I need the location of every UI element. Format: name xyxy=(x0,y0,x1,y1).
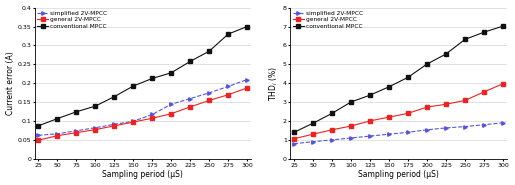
conventional MPCC xyxy=(386,86,392,88)
simplified 2V-MPCC xyxy=(130,120,136,122)
simplified 2V-MPCC xyxy=(54,133,60,135)
simplified 2V-MPCC xyxy=(35,134,41,136)
general 2V-MPCC xyxy=(111,125,117,127)
general 2V-MPCC xyxy=(367,120,373,122)
Line: general 2V-MPCC: general 2V-MPCC xyxy=(293,82,505,140)
simplified 2V-MPCC xyxy=(149,113,156,116)
conventional MPCC xyxy=(367,94,373,96)
general 2V-MPCC xyxy=(405,112,411,115)
general 2V-MPCC xyxy=(244,87,250,89)
conventional MPCC xyxy=(130,85,136,87)
general 2V-MPCC xyxy=(386,116,392,118)
conventional MPCC xyxy=(54,117,60,120)
simplified 2V-MPCC xyxy=(348,137,354,139)
simplified 2V-MPCC xyxy=(405,131,411,133)
X-axis label: Sampling period (μS): Sampling period (μS) xyxy=(102,170,183,179)
conventional MPCC xyxy=(168,72,175,74)
general 2V-MPCC xyxy=(187,106,193,108)
simplified 2V-MPCC xyxy=(111,123,117,125)
conventional MPCC xyxy=(244,25,250,28)
general 2V-MPCC xyxy=(225,94,231,96)
Line: conventional MPCC: conventional MPCC xyxy=(37,25,249,128)
general 2V-MPCC xyxy=(291,138,297,140)
general 2V-MPCC xyxy=(35,139,41,141)
general 2V-MPCC xyxy=(92,129,98,131)
general 2V-MPCC xyxy=(73,132,79,134)
Y-axis label: Current error (A): Current error (A) xyxy=(6,51,14,115)
conventional MPCC xyxy=(481,31,487,33)
general 2V-MPCC xyxy=(310,133,316,135)
simplified 2V-MPCC xyxy=(206,92,212,94)
conventional MPCC xyxy=(310,122,316,124)
simplified 2V-MPCC xyxy=(168,103,175,105)
conventional MPCC xyxy=(111,95,117,98)
conventional MPCC xyxy=(149,77,156,80)
general 2V-MPCC xyxy=(462,99,468,102)
simplified 2V-MPCC xyxy=(424,129,430,131)
simplified 2V-MPCC xyxy=(73,130,79,132)
conventional MPCC xyxy=(405,76,411,78)
simplified 2V-MPCC xyxy=(462,125,468,128)
simplified 2V-MPCC xyxy=(367,135,373,137)
conventional MPCC xyxy=(92,105,98,107)
Legend: simplified 2V-MPCC, general 2V-MPCC, conventional MPCC: simplified 2V-MPCC, general 2V-MPCC, con… xyxy=(36,9,109,30)
simplified 2V-MPCC xyxy=(386,133,392,135)
Line: simplified 2V-MPCC: simplified 2V-MPCC xyxy=(37,78,249,137)
simplified 2V-MPCC xyxy=(92,127,98,129)
simplified 2V-MPCC xyxy=(244,78,250,81)
conventional MPCC xyxy=(206,50,212,52)
conventional MPCC xyxy=(348,101,354,103)
general 2V-MPCC xyxy=(206,99,212,102)
general 2V-MPCC xyxy=(54,134,60,137)
general 2V-MPCC xyxy=(424,106,430,108)
Y-axis label: THD$_i$ (%): THD$_i$ (%) xyxy=(268,66,280,101)
conventional MPCC xyxy=(500,25,506,27)
simplified 2V-MPCC xyxy=(329,139,335,141)
conventional MPCC xyxy=(462,38,468,41)
X-axis label: Sampling period (μS): Sampling period (μS) xyxy=(358,170,439,179)
simplified 2V-MPCC xyxy=(443,127,449,129)
general 2V-MPCC xyxy=(348,125,354,127)
conventional MPCC xyxy=(225,33,231,35)
simplified 2V-MPCC xyxy=(481,124,487,126)
general 2V-MPCC xyxy=(481,91,487,93)
Legend: simplified 2V-MPCC, general 2V-MPCC, conventional MPCC: simplified 2V-MPCC, general 2V-MPCC, con… xyxy=(292,9,364,30)
general 2V-MPCC xyxy=(130,121,136,123)
conventional MPCC xyxy=(291,131,297,133)
general 2V-MPCC xyxy=(443,103,449,105)
general 2V-MPCC xyxy=(329,129,335,131)
Line: conventional MPCC: conventional MPCC xyxy=(293,24,505,134)
conventional MPCC xyxy=(424,63,430,65)
conventional MPCC xyxy=(73,111,79,113)
simplified 2V-MPCC xyxy=(187,97,193,100)
conventional MPCC xyxy=(443,53,449,55)
Line: simplified 2V-MPCC: simplified 2V-MPCC xyxy=(293,121,505,145)
general 2V-MPCC xyxy=(168,113,175,115)
simplified 2V-MPCC xyxy=(310,141,316,143)
conventional MPCC xyxy=(329,112,335,115)
simplified 2V-MPCC xyxy=(500,122,506,124)
Line: general 2V-MPCC: general 2V-MPCC xyxy=(37,86,249,142)
general 2V-MPCC xyxy=(149,117,156,119)
conventional MPCC xyxy=(187,60,193,63)
simplified 2V-MPCC xyxy=(291,142,297,145)
simplified 2V-MPCC xyxy=(225,85,231,88)
general 2V-MPCC xyxy=(500,83,506,85)
conventional MPCC xyxy=(35,125,41,127)
